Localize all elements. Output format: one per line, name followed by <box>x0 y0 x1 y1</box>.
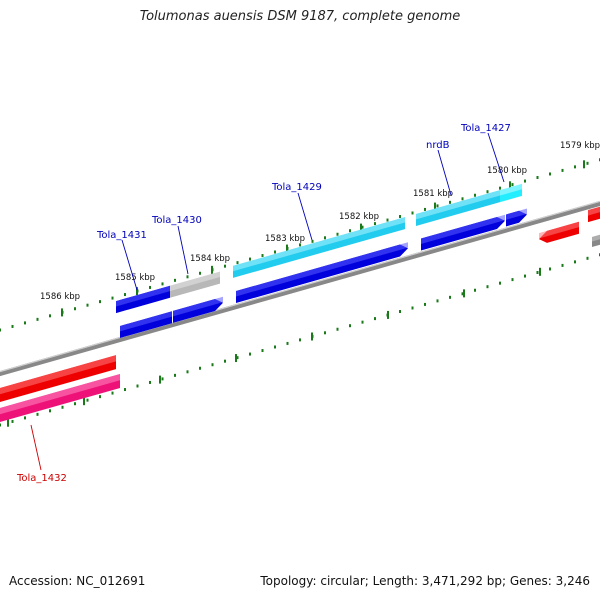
label-leader-lines <box>30 132 505 471</box>
gene-block-tola-1429-highlight <box>233 217 405 272</box>
gene-block-reverse-red-highlight <box>0 355 116 395</box>
gene-block-nrdb-highlight <box>416 190 500 220</box>
leader-line-tola-1432 <box>30 424 42 471</box>
kbp-label-1586: 1586 kbp <box>40 292 80 302</box>
gene-block-reverse-top-red <box>539 221 579 243</box>
map-title: Tolumonas auensis DSM 9187, complete gen… <box>139 9 461 24</box>
gene-label-tola-1429: Tola_1429 <box>271 182 322 193</box>
gene-block-inner-2 <box>173 296 223 323</box>
kbp-label-1581: 1581 kbp <box>413 189 453 199</box>
gene-block-reverse-top-red-2 <box>588 206 600 223</box>
gene-block-inner-2-highlight <box>173 296 223 317</box>
gene-label-tola-1432: Tola_1432 <box>16 473 67 484</box>
gene-block-tola-1430-highlight <box>170 271 220 292</box>
gene-block-inner-3 <box>236 242 408 304</box>
kbp-label-1579: 1579 kbp <box>560 141 600 151</box>
leader-line-tola-1427 <box>487 132 505 183</box>
topology-summary: Topology: circular; Length: 3,471,292 bp… <box>260 574 590 588</box>
leader-line-tola-1431 <box>121 239 138 291</box>
gene-block-inner-1 <box>120 311 172 338</box>
gene-block-inner-3-highlight <box>236 242 408 297</box>
gene-block-reverse-top-red-2-highlight <box>588 206 600 216</box>
gene-block-reverse-top-gray-highlight <box>592 234 600 242</box>
gene-block-tola-1430 <box>170 271 220 298</box>
gene-block-reverse-red <box>0 355 116 402</box>
feature-row-inner <box>120 208 527 338</box>
gene-block-nrdb <box>416 190 500 226</box>
genome-backbone <box>0 200 600 377</box>
gene-block-inner-1-highlight <box>120 311 172 332</box>
gene-label-tola-1430: Tola_1430 <box>151 215 202 226</box>
gene-block-inner-4-highlight <box>421 214 505 244</box>
genome-backbone-highlight <box>0 200 600 373</box>
gene-block-inner-5 <box>506 208 527 227</box>
reverse-strand-fragments <box>539 206 600 248</box>
feature-row-reverse <box>0 355 120 422</box>
accession-text: Accession: NC_012691 <box>9 574 146 588</box>
gene-block-tola-1432 <box>0 373 120 422</box>
gene-block-tola-1431 <box>116 285 170 314</box>
kbp-label-1583: 1583 kbp <box>265 234 305 244</box>
gene-block-tola-1432-highlight <box>0 373 120 415</box>
feature-row-outer <box>116 183 522 314</box>
gene-block-reverse-top-gray <box>592 234 600 248</box>
scale-tracks <box>0 158 600 427</box>
gene-label-nrdb: nrdB <box>426 140 450 151</box>
kbp-label-1582: 1582 kbp <box>339 212 379 222</box>
gene-block-tola-1429 <box>233 217 405 278</box>
leader-line-tola-1430 <box>177 225 189 275</box>
gene-block-inner-5-highlight <box>506 208 527 220</box>
kbp-label-1585: 1585 kbp <box>115 273 155 283</box>
gene-block-tola-1427 <box>500 183 522 203</box>
leader-line-tola-1429 <box>297 192 313 241</box>
gene-block-tola-1427-highlight <box>500 183 522 196</box>
gene-block-inner-4 <box>421 214 505 251</box>
gene-label-tola-1427: Tola_1427 <box>460 123 511 134</box>
gene-block-reverse-top-red-highlight <box>539 221 579 239</box>
kbp-label-1584: 1584 kbp <box>190 254 230 264</box>
kbp-label-1580: 1580 kbp <box>487 166 527 176</box>
gene-block-tola-1431-highlight <box>116 285 170 307</box>
gene-label-tola-1431: Tola_1431 <box>96 230 147 241</box>
leader-line-nrdb <box>437 149 452 196</box>
